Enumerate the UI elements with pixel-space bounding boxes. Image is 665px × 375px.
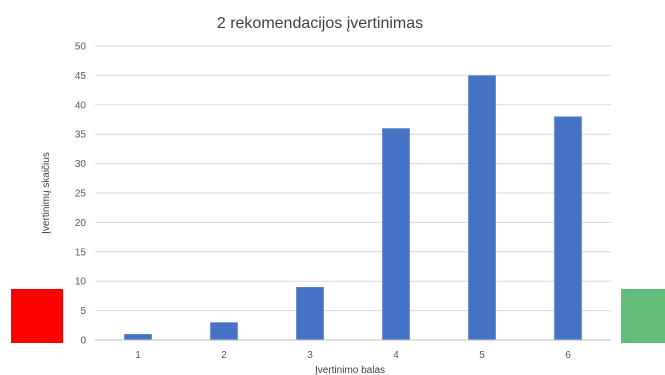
bar-6: [554, 116, 582, 340]
x-tick-label: 2: [221, 350, 227, 361]
y-axis-label: Įvertinimų skaičius: [41, 152, 52, 234]
y-tick-label: 20: [75, 218, 87, 229]
y-tick-label: 10: [75, 277, 87, 288]
bars: [124, 75, 582, 341]
y-axis-ticks: 0 5 10 15 20 25 30 35 40 45 50: [75, 42, 87, 347]
y-tick-label: 50: [75, 42, 87, 53]
bar-5: [468, 75, 496, 341]
x-tick-label: 4: [393, 350, 399, 361]
y-tick-label: 5: [80, 306, 86, 317]
x-axis-label: Įvertinimo balas: [315, 365, 385, 375]
y-tick-label: 35: [75, 130, 87, 141]
x-axis-ticks: 1 2 3 4 5 6: [135, 350, 571, 361]
y-tick-label: 15: [75, 247, 87, 258]
x-tick-label: 1: [135, 350, 141, 361]
x-tick-label: 5: [479, 350, 485, 361]
y-tick-label: 0: [80, 336, 86, 347]
y-tick-label: 25: [75, 189, 87, 200]
chart-title: 2 rekomendacijos įvertinimas: [217, 15, 423, 32]
green-marker-block: [621, 289, 665, 343]
red-marker-block: [11, 289, 63, 343]
y-tick-label: 40: [75, 100, 87, 111]
bar-3: [296, 287, 324, 340]
bar-2: [210, 322, 238, 340]
y-tick-label: 30: [75, 159, 87, 170]
bar-4: [382, 128, 410, 340]
y-tick-label: 45: [75, 71, 87, 82]
bar-1: [124, 334, 152, 340]
x-tick-label: 3: [307, 350, 313, 361]
gridlines: [95, 45, 611, 312]
x-tick-label: 6: [565, 350, 571, 361]
